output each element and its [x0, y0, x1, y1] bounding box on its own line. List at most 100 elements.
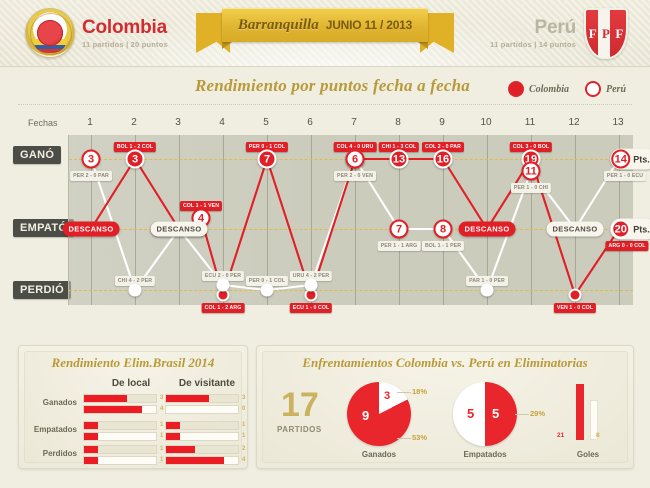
colombia-team-name: Colombia [82, 16, 167, 38]
match-label-colombia-4: COL 1 - 2 ARG [201, 303, 245, 313]
gridline-empato [69, 229, 633, 230]
bar-fill [166, 422, 181, 429]
total-matches-value: 17 [281, 386, 319, 424]
node-peru-5[interactable] [260, 283, 274, 297]
pie-ganados-caption: Ganados [361, 450, 397, 459]
bar-value-ganados-local-peru: 4 [160, 406, 164, 412]
pie-empatados-pct: 29% [530, 409, 546, 418]
pts-badge-peru-value: 14 [611, 149, 631, 169]
bar-fill [84, 433, 99, 440]
legend-dot-peru-icon [585, 81, 601, 97]
y-label-empato: EMPATÓ [13, 219, 75, 237]
match-label-colombia-5: PER 0 - 1 COL [245, 142, 289, 152]
pts-badge-peru: 14 Pts. [610, 148, 650, 170]
legend-item-peru: Perú [585, 81, 626, 97]
goles-bar-peru [590, 400, 598, 440]
bar-fill [84, 457, 99, 464]
panel-rendimiento: Rendimiento Elim.Brasil 2014 De local De… [18, 345, 248, 469]
node-colombia-9[interactable]: 16 [433, 149, 453, 169]
y-label-perdio: PERDIÓ [13, 281, 71, 299]
gridline-fecha-6 [311, 135, 312, 305]
bar-ganados-local-peru [83, 405, 157, 414]
goles-caption: Goles [576, 450, 600, 459]
panel-enfrentamientos: Enfrentamientos Colombia vs. Perú en Eli… [256, 345, 634, 469]
node-peru-6[interactable] [304, 278, 318, 292]
fecha-tick-12: 12 [568, 117, 580, 128]
node-peru-11[interactable]: 11 [521, 161, 541, 181]
bar-empatados-local-colombia [83, 421, 157, 430]
fecha-tick-6: 6 [307, 117, 313, 128]
match-label-colombia-2: BOL 1 - 2 COL [113, 142, 157, 152]
gridline-fecha-11 [531, 135, 532, 305]
fecha-tick-5: 5 [263, 117, 269, 128]
bar-ganados-visitante-peru [165, 405, 239, 414]
match-label-peru-7: PER 2 - 0 VEN [334, 171, 376, 181]
node-peru-1[interactable]: 3 [81, 149, 101, 169]
node-colombia-2[interactable]: 3 [125, 149, 145, 169]
node-colombia-12[interactable] [568, 288, 582, 302]
match-label-colombia-8: CHI 1 - 3 COL [378, 142, 420, 152]
ribbon-city: Barranquilla [237, 16, 319, 33]
bar-empatados-local-peru [83, 432, 157, 441]
gridline-fecha-5 [267, 135, 268, 305]
fecha-tick-4: 4 [219, 117, 225, 128]
match-label-colombia-6: ECU 1 - 0 COL [289, 303, 333, 313]
fecha-tick-1: 1 [87, 117, 93, 128]
bar-value-ganados-visitante-colombia: 3 [242, 395, 246, 401]
bar-value-perdidos-visitante-colombia: 2 [242, 446, 246, 452]
bar-fill [84, 395, 128, 402]
node-peru-7[interactable]: 6 [345, 149, 365, 169]
chart-title: Rendimiento por puntos fecha a fecha [195, 76, 470, 95]
descanso-colombia-1: DESCANSO [62, 221, 120, 237]
bar-empatados-visitante-colombia [165, 421, 239, 430]
header-bar: Colombia 11 partidos | 20 puntos Barranq… [0, 0, 650, 67]
goles-bar-group [568, 384, 608, 440]
gridline-fecha-10 [487, 135, 488, 305]
match-label-peru-4: ECU 2 - 0 PER [201, 271, 245, 281]
bar-perdidos-visitante-colombia [165, 445, 239, 454]
node-peru-2[interactable] [128, 283, 142, 297]
descanso-peru-12: DESCANSO [546, 221, 604, 237]
goles-bar-colombia [576, 384, 584, 440]
ribbon-date: JUNIO 11 / 2013 [325, 18, 413, 32]
pie-empatados [453, 382, 517, 446]
gridline-perdio [69, 290, 633, 291]
pie-ganados-peru-value: 3 [384, 390, 391, 402]
node-peru-10[interactable] [480, 283, 494, 297]
node-peru-4[interactable] [216, 278, 230, 292]
fecha-tick-11: 11 [524, 117, 536, 128]
bar-ganados-local-colombia [83, 394, 157, 403]
column-head-local: De local [111, 378, 151, 389]
row-label-empatados: Empatados [33, 425, 77, 434]
ribbon-band: Barranquilla JUNIO 11 / 2013 [222, 8, 428, 42]
node-colombia-5[interactable]: 7 [257, 149, 277, 169]
bar-perdidos-local-peru [83, 456, 157, 465]
bar-fill [166, 433, 181, 440]
fechas-axis-label: Fechas [28, 118, 58, 128]
pts-badge-colombia: 20 Pts. [610, 218, 650, 240]
node-peru-8[interactable]: 7 [389, 219, 409, 239]
colombia-team-block: Colombia 11 partidos | 20 puntos [25, 8, 168, 58]
node-colombia-8[interactable]: 13 [389, 149, 409, 169]
bar-value-perdidos-local-colombia: 1 [160, 446, 164, 452]
header-divider [18, 104, 632, 105]
node-peru-9[interactable]: 8 [433, 219, 453, 239]
pts-badge-peru-unit: Pts. [633, 154, 650, 164]
gridline-fecha-4 [223, 135, 224, 305]
fecha-tick-8: 8 [395, 117, 401, 128]
match-label-colombia-11: COL 3 - 0 BOL [509, 142, 553, 152]
gridline-fecha-2 [135, 135, 136, 305]
legend-item-colombia: Colombia [507, 81, 569, 97]
fecha-tick-3: 3 [175, 117, 181, 128]
match-label-peru-13: PER 1 - 0 ECU [603, 171, 647, 181]
bar-fill [166, 446, 195, 453]
total-matches-label: PARTIDOS [277, 425, 322, 434]
panel-enfrentamientos-inner [262, 351, 628, 463]
chart-legend: Colombia Perú [507, 81, 626, 97]
peru-team-name: Perú [534, 17, 577, 38]
match-label-peru-5: PER 0 - 1 COL [245, 276, 289, 286]
pts-badge-colombia-unit: Pts. [633, 224, 650, 234]
pie-empatados-caption: Empatados [463, 450, 507, 459]
